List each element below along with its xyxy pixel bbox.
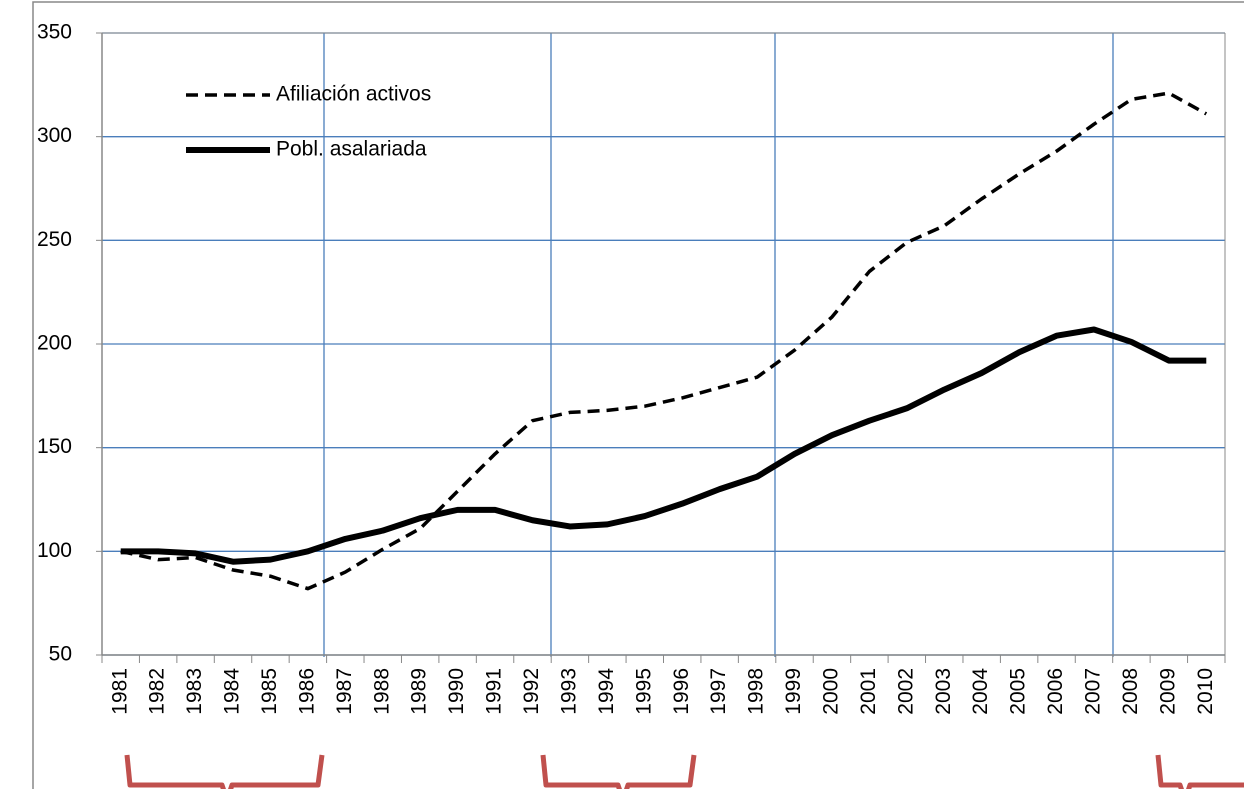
- x-tick-label: 1985: [258, 668, 281, 715]
- y-tick-label: 250: [37, 228, 72, 251]
- y-tick-label: 50: [49, 643, 72, 666]
- bracket: [124, 754, 325, 789]
- x-tick-label: 1991: [483, 668, 506, 715]
- x-tick-label: 2003: [932, 668, 955, 715]
- x-tick-label: 1996: [670, 668, 693, 715]
- x-tick-label: 2000: [819, 668, 842, 715]
- vertical-grid: [323, 33, 1114, 657]
- y-tick-label: 300: [37, 124, 72, 147]
- x-tick-label: 1990: [445, 668, 468, 715]
- x-tick-label: 2008: [1119, 668, 1142, 715]
- brackets: [124, 754, 1244, 789]
- x-tick-label: 1997: [707, 668, 730, 715]
- x-tick-label: 2006: [1044, 668, 1067, 715]
- x-tick-label: 1988: [370, 668, 393, 715]
- x-tick-label: 1992: [520, 668, 543, 715]
- x-tick-label: 2007: [1082, 668, 1105, 715]
- line-series: [120, 91, 1208, 591]
- x-tick-label: 1999: [782, 668, 805, 715]
- y-tick-label: 100: [37, 539, 72, 562]
- bracket: [1155, 754, 1244, 789]
- x-tick-label: 1986: [295, 668, 318, 715]
- x-tick-label: 1984: [221, 668, 244, 715]
- x-tick-label: 1981: [108, 668, 131, 715]
- legend-label: Afiliación activos: [276, 83, 431, 106]
- y-tick-label: 200: [37, 332, 72, 355]
- x-tick-label: 1987: [333, 668, 356, 715]
- x-tick-label: 2009: [1156, 668, 1179, 715]
- x-tick-label: 2001: [857, 668, 880, 715]
- legend-label: Pobl. asalariada: [276, 138, 427, 161]
- x-tick-label: 2010: [1194, 668, 1217, 715]
- x-tick-label: 1993: [557, 668, 580, 715]
- bracket: [540, 754, 697, 789]
- x-tick-label: 2002: [894, 668, 917, 715]
- x-tick-label: 1989: [408, 668, 431, 715]
- y-tick-label: 150: [37, 435, 72, 458]
- line-series: [120, 326, 1207, 565]
- x-tick-label: 1995: [632, 668, 655, 715]
- chart-frame: [32, 1, 1244, 789]
- x-tick-label: 1983: [183, 668, 206, 715]
- x-tick-label: 1994: [595, 668, 618, 715]
- x-tick-label: 1982: [146, 668, 169, 715]
- y-tick-label: 350: [37, 21, 72, 44]
- x-tick-label: 2005: [1007, 668, 1030, 715]
- x-tick-label: 1998: [745, 668, 768, 715]
- x-tick-label: 2004: [969, 668, 992, 715]
